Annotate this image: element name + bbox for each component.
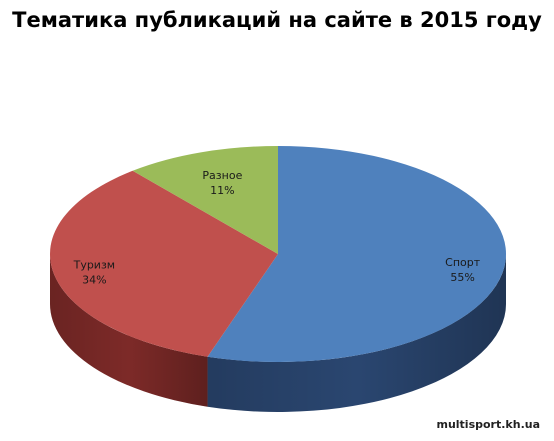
slice-label-Разное: Разное xyxy=(202,169,242,182)
slice-value-Разное: 11% xyxy=(210,184,234,197)
pie-side-shade-1-0 xyxy=(50,254,208,407)
chart-title: Тематика публикаций на сайте в 2015 году xyxy=(12,8,542,32)
pie-slice-Спорт xyxy=(207,146,506,363)
pie-side-shade-0-0 xyxy=(207,254,506,412)
pie-slice-Разное xyxy=(132,146,278,254)
pie-sides xyxy=(50,254,506,412)
pie-labels: Спорт 55% Туризм 34% Разное 11% xyxy=(73,169,481,287)
slice-label-Туризм: Туризм xyxy=(73,259,116,272)
pie-tops xyxy=(50,146,506,363)
slice-label-Спорт: Спорт xyxy=(445,256,481,269)
pie-slice-Туризм xyxy=(50,170,279,357)
slice-value-Туризм: 34% xyxy=(82,274,106,287)
watermark: multisport.kh.ua xyxy=(436,418,540,431)
slice-value-Спорт: 55% xyxy=(450,271,474,284)
